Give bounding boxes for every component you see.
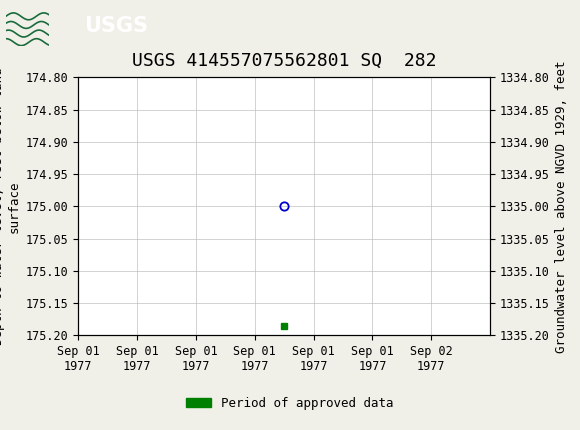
Text: USGS: USGS — [84, 16, 148, 36]
Y-axis label: Depth to water level, feet below land
surface: Depth to water level, feet below land su… — [0, 68, 20, 345]
Title: USGS 414557075562801 SQ  282: USGS 414557075562801 SQ 282 — [132, 52, 436, 70]
Legend: Period of approved data: Period of approved data — [181, 392, 399, 415]
Y-axis label: Groundwater level above NGVD 1929, feet: Groundwater level above NGVD 1929, feet — [555, 60, 568, 353]
